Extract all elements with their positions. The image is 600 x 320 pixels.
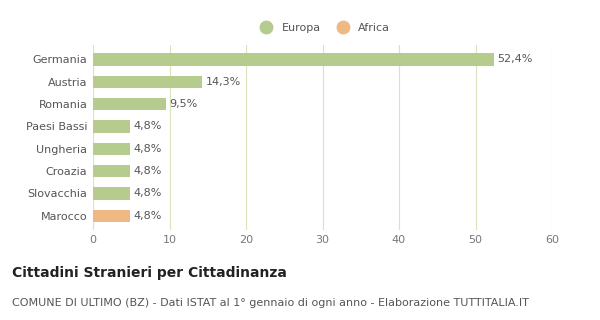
Text: 4,8%: 4,8% <box>134 211 162 221</box>
Bar <box>93 165 130 177</box>
Bar <box>93 143 130 155</box>
Text: 4,8%: 4,8% <box>134 166 162 176</box>
Text: Cittadini Stranieri per Cittadinanza: Cittadini Stranieri per Cittadinanza <box>12 266 287 280</box>
Bar <box>93 98 166 110</box>
Text: COMUNE DI ULTIMO (BZ) - Dati ISTAT al 1° gennaio di ogni anno - Elaborazione TUT: COMUNE DI ULTIMO (BZ) - Dati ISTAT al 1°… <box>12 298 529 308</box>
Bar <box>93 187 130 200</box>
Bar <box>93 53 494 66</box>
Text: 4,8%: 4,8% <box>134 121 162 132</box>
Text: 52,4%: 52,4% <box>497 54 533 64</box>
Text: 4,8%: 4,8% <box>134 144 162 154</box>
Legend: Europa, Africa: Europa, Africa <box>250 19 395 38</box>
Bar <box>93 210 130 222</box>
Text: 9,5%: 9,5% <box>170 99 198 109</box>
Bar <box>93 76 202 88</box>
Text: 14,3%: 14,3% <box>206 77 241 87</box>
Text: 4,8%: 4,8% <box>134 188 162 198</box>
Bar <box>93 120 130 132</box>
